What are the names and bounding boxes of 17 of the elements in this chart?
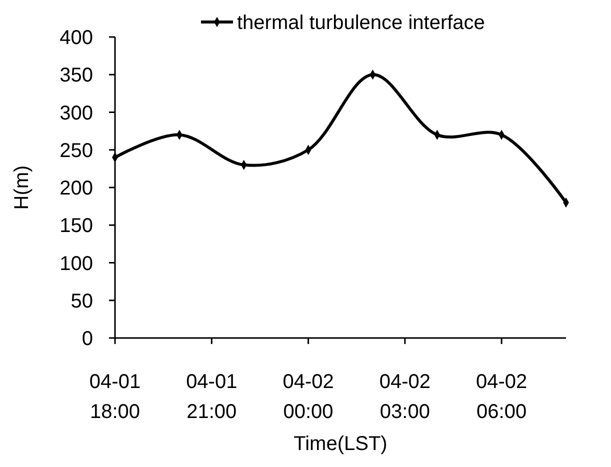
y-tick-label: 400 — [60, 27, 93, 49]
x-tick-label: 04-02 06:00 — [476, 371, 528, 423]
y-tick-label: 200 — [60, 178, 93, 200]
y-axis-title: H(m) — [11, 165, 33, 210]
y-tick-label: 250 — [60, 140, 93, 162]
x-tick-label: 04-02 00:00 — [282, 371, 334, 423]
x-tick-label: 04-02 03:00 — [379, 371, 431, 423]
x-tick-label: 04-01 21:00 — [186, 371, 238, 423]
y-tick-label: 350 — [60, 64, 93, 87]
y-tick-label: 150 — [60, 215, 93, 238]
y-tick-label: 50 — [70, 290, 93, 312]
y-tick-label: 0 — [82, 328, 93, 350]
y-tick-label: 100 — [60, 252, 93, 275]
legend-label: thermal turbulence interface — [237, 12, 485, 34]
y-tick-label: 300 — [60, 102, 93, 124]
x-axis-title: Time(LST) — [294, 433, 388, 455]
x-tick-label: 04-01 18:00 — [89, 371, 141, 423]
